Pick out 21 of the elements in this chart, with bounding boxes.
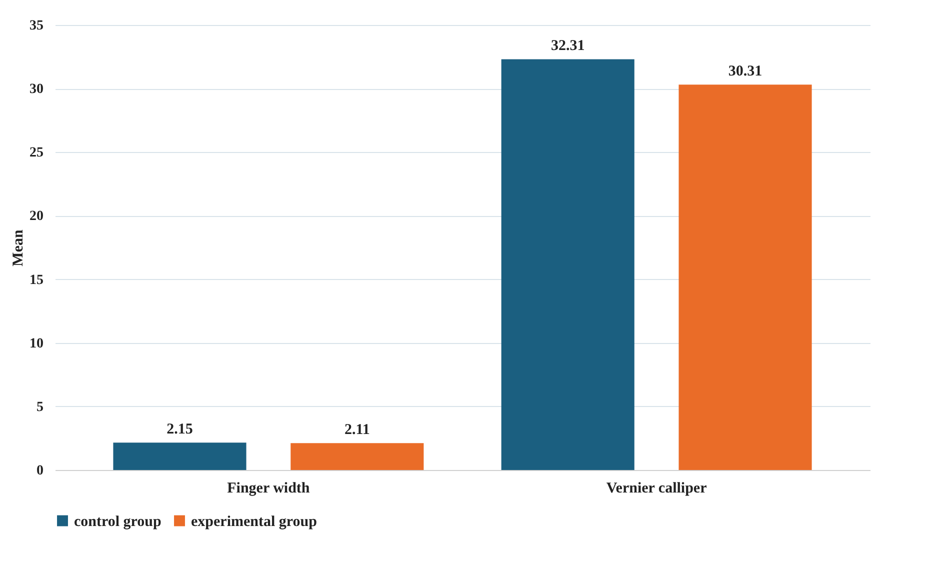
x-tick-label: Finger width [227, 480, 310, 496]
data-label: 2.11 [344, 422, 370, 438]
x-tick-label: Vernier calliper [606, 480, 708, 496]
bar [113, 442, 246, 470]
bar [290, 443, 424, 470]
y-tick-label: 35 [30, 18, 44, 34]
y-tick-label: 20 [30, 209, 44, 224]
legend-label: experimental group [191, 514, 317, 530]
data-label: 2.15 [166, 422, 193, 438]
y-axis-title: Mean [10, 229, 26, 266]
data-label: 30.31 [728, 64, 762, 80]
data-label: 32.31 [550, 38, 585, 54]
legend-label: control group [74, 514, 162, 530]
y-tick-label: 0 [36, 464, 44, 478]
y-tick-label: 10 [30, 336, 44, 352]
bar [501, 59, 634, 470]
y-tick-label: 5 [36, 400, 44, 415]
y-tick-label: 15 [30, 272, 44, 288]
y-tick-label: 30 [30, 82, 44, 98]
y-tick-label: 25 [30, 146, 44, 161]
bar [678, 84, 812, 470]
